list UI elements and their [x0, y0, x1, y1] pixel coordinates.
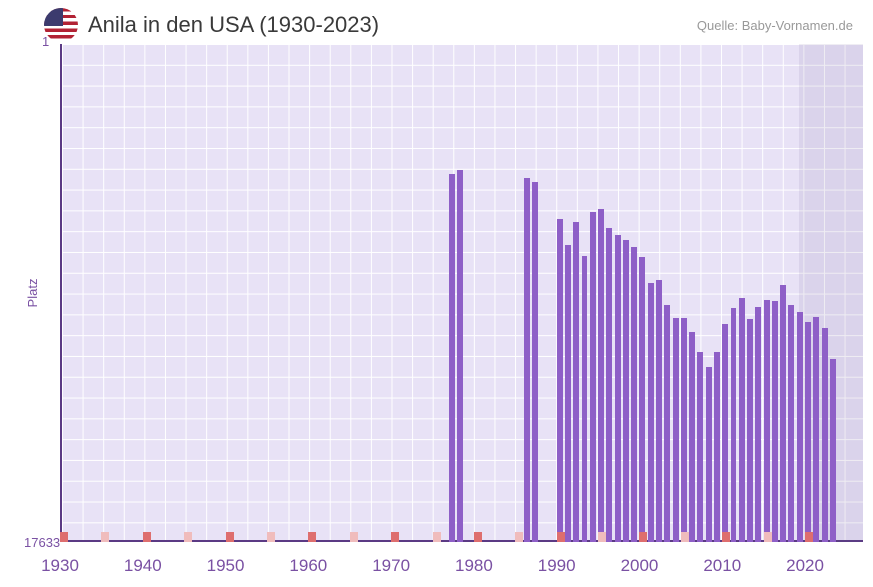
decade-tick-1950 — [226, 532, 234, 542]
decade-tick-1990 — [557, 532, 565, 542]
mid-decade-tick-1935 — [101, 532, 109, 542]
x-axis-label-2020: 2020 — [786, 556, 824, 576]
mid-decade-tick-2005 — [681, 532, 689, 542]
mid-decade-tick-1965 — [350, 532, 358, 542]
mid-decade-tick-1995 — [598, 532, 606, 542]
mid-decade-tick-2015 — [764, 532, 772, 542]
decade-tick-1980 — [474, 532, 482, 542]
x-axis-label-2010: 2010 — [703, 556, 741, 576]
x-axis-label-1940: 1940 — [124, 556, 162, 576]
chart-title: Anila in den USA (1930-2023) — [88, 12, 379, 38]
y-axis-bottom-tick: 17633 — [24, 535, 60, 550]
y-axis-top-tick: 1 — [42, 34, 49, 49]
x-axis-label-1930: 1930 — [41, 556, 79, 576]
x-axis-label-1980: 1980 — [455, 556, 493, 576]
mid-decade-tick-1945 — [184, 532, 192, 542]
tick-marker-layer — [60, 44, 863, 542]
decade-tick-1930 — [60, 532, 68, 542]
decade-tick-2010 — [722, 532, 730, 542]
decade-tick-1960 — [308, 532, 316, 542]
x-axis-label-1970: 1970 — [372, 556, 410, 576]
y-axis-label: Platz — [25, 279, 40, 308]
mid-decade-tick-1955 — [267, 532, 275, 542]
decade-tick-1970 — [391, 532, 399, 542]
x-axis-label-2000: 2000 — [621, 556, 659, 576]
decade-tick-1940 — [143, 532, 151, 542]
plot-area: Platz 1 17633 1930 1940 1950 1960 1970 1980 19… — [60, 44, 863, 542]
x-axis-label-1960: 1960 — [289, 556, 327, 576]
decade-tick-2020 — [805, 532, 813, 542]
source-label: Quelle: Baby-Vornamen.de — [697, 18, 853, 33]
chart-root: Anila in den USA (1930-2023) Quelle: Bab… — [0, 0, 873, 587]
mid-decade-tick-1975 — [433, 532, 441, 542]
x-axis-label-1950: 1950 — [207, 556, 245, 576]
header-section: Anila in den USA (1930-2023) — [44, 8, 379, 42]
decade-tick-2000 — [639, 532, 647, 542]
x-axis-label-1990: 1990 — [538, 556, 576, 576]
mid-decade-tick-1985 — [515, 532, 523, 542]
